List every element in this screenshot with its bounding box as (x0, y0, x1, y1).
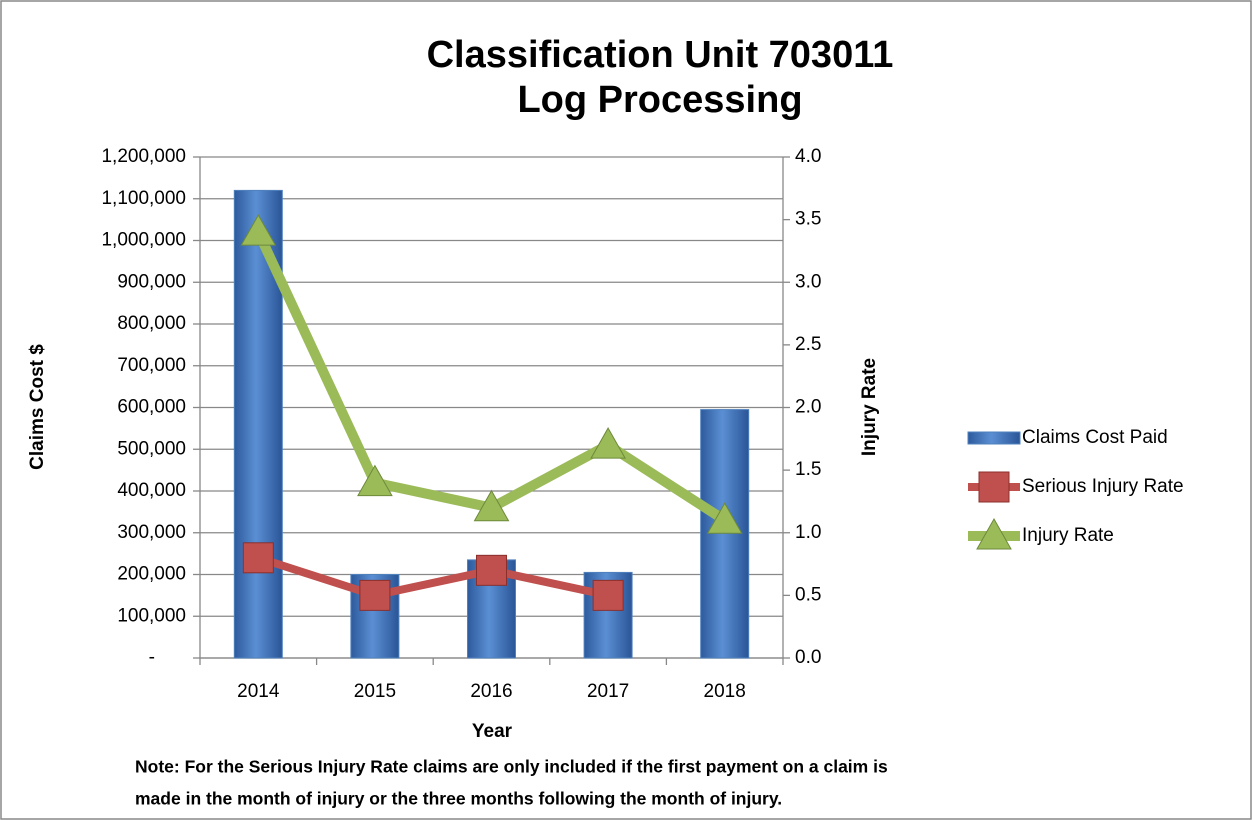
marker (357, 464, 393, 497)
line (253, 230, 728, 525)
note: Note: For the Serious Injury Rate claims… (135, 757, 888, 777)
y-axis-title: Claims Cost $ (27, 344, 48, 470)
line (257, 553, 609, 600)
y-tick-label: 400,000 (117, 480, 186, 501)
y-tick-label: - (149, 647, 155, 668)
x-tick-label: 2018 (704, 681, 746, 702)
y-tick-label: 800,000 (117, 313, 186, 334)
marker (476, 554, 507, 586)
marker (473, 489, 510, 522)
x-tick-label: 2016 (470, 681, 512, 702)
y-tick-label: 200,000 (117, 564, 186, 585)
marker (240, 214, 277, 246)
marker (976, 517, 1012, 550)
y2-tick-label: 2.0 (795, 397, 821, 418)
marker (706, 502, 743, 534)
marker (590, 427, 626, 459)
y2-tick-label: 3.5 (795, 209, 821, 230)
y2-tick-label: 1.5 (795, 459, 821, 480)
y2-tick-label: 4.0 (795, 146, 821, 167)
y-tick-label: 1,100,000 (101, 188, 186, 209)
marker (978, 471, 1010, 503)
y2-tick-label: 3.0 (795, 271, 821, 292)
x-axis-title: Year (472, 721, 513, 742)
y-tick-label: 100,000 (117, 605, 186, 626)
marker (242, 542, 274, 574)
y2-tick-label: 0.5 (795, 584, 821, 605)
y2-tick-label: 1.0 (795, 522, 821, 543)
y-tick-label: 300,000 (117, 522, 186, 543)
y-tick-label: 600,000 (117, 397, 186, 418)
x-tick-label: 2017 (587, 681, 629, 702)
chart-title: Classification Unit 703011 (427, 34, 894, 76)
y-tick-label: 700,000 (117, 355, 186, 376)
y2-axis-title: Injury Rate (859, 358, 880, 456)
y2-tick-label: 0.0 (795, 647, 821, 668)
y-tick-label: 1,000,000 (101, 230, 186, 251)
x-tick-label: 2014 (237, 681, 280, 702)
bar (700, 409, 750, 659)
legend-swatch (967, 431, 1021, 445)
y-tick-label: 1,200,000 (101, 146, 186, 167)
note: made in the month of injury or the three… (135, 789, 782, 809)
legend-label: Claims Cost Paid (1022, 427, 1168, 448)
legend-label: Injury Rate (1022, 525, 1114, 546)
y-tick-label: 500,000 (117, 438, 186, 459)
y2-tick-label: 2.5 (795, 334, 821, 355)
chart-title: Log Processing (517, 79, 802, 121)
legend-label: Serious Injury Rate (1022, 476, 1184, 497)
y-tick-label: 900,000 (117, 271, 186, 292)
marker (359, 579, 391, 611)
marker (592, 579, 624, 611)
x-tick-label: 2015 (354, 681, 396, 702)
